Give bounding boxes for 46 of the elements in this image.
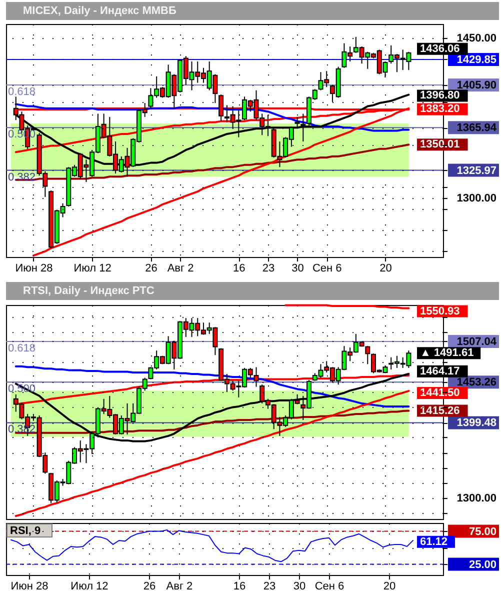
y-tick-label: 1300.00 xyxy=(456,492,496,504)
x-tick-label: 20 xyxy=(380,262,392,274)
data-label: 1464.17 xyxy=(420,365,460,378)
x-tick-label: Сен 6 xyxy=(312,262,342,274)
y-tick-label: 75.00 xyxy=(468,526,496,538)
text: 1436.06 xyxy=(420,42,460,55)
x-tick-label: 23 xyxy=(262,262,275,274)
data-label: 61.12 xyxy=(420,536,448,548)
x-tick-label: 23 xyxy=(263,580,276,591)
chart-title: RTSI, Daily - Индекс РТС xyxy=(23,285,154,297)
y-tick-label: 1399.48 xyxy=(456,417,496,430)
y-tick-label: 1450.00 xyxy=(456,32,496,44)
candlestick xyxy=(365,346,370,365)
annotation: 0.618 xyxy=(8,86,36,98)
x-tick-label: 30 xyxy=(292,262,304,274)
chart-title: RSI, 9 xyxy=(10,525,41,537)
y-tick-label: 1507.04 xyxy=(456,336,498,348)
x-tick-label: Июн 28 xyxy=(15,262,53,274)
x-tick-label: Авг 2 xyxy=(167,262,194,274)
data-label: 1550.93 xyxy=(420,305,460,318)
data-label: 1350.01 xyxy=(420,138,460,151)
y-tick-label: 1453.26 xyxy=(456,376,496,389)
x-tick-label: Июл 12 xyxy=(74,262,112,274)
x-tick-label: 26 xyxy=(143,580,156,591)
y-tick-label: 1365.94 xyxy=(456,122,498,134)
x-tick-label: Сен 6 xyxy=(314,580,344,591)
y-tick-label: 1300.00 xyxy=(456,192,496,205)
annotation: 0.618 xyxy=(8,342,36,354)
y-tick-label: 1405.90 xyxy=(456,80,496,92)
x-tick-label: 16 xyxy=(233,580,246,591)
x-tick-label: Авг 2 xyxy=(166,580,193,591)
data-label: 1383.20 xyxy=(420,103,460,116)
x-tick-label: Июн 28 xyxy=(10,580,48,591)
x-tick-label: 30 xyxy=(293,580,306,591)
y-tick-label: 25.00 xyxy=(468,558,496,571)
x-tick-label: 20 xyxy=(383,580,396,591)
x-tick-label: 16 xyxy=(233,262,246,274)
x-tick-label: Июл 12 xyxy=(70,580,108,591)
text: ▲ 1491.61 xyxy=(420,347,474,360)
data-label: 1441.50 xyxy=(420,386,460,399)
data-label: 1396.80 xyxy=(420,90,460,102)
y-tick-label: 1325.97 xyxy=(456,164,496,177)
chart-title: MICEX, Daily - Индекс ММВБ xyxy=(23,5,176,17)
data-label: 1415.26 xyxy=(420,404,460,417)
y-tick-label: 1429.85 xyxy=(456,54,496,66)
x-tick-label: 26 xyxy=(145,262,158,274)
